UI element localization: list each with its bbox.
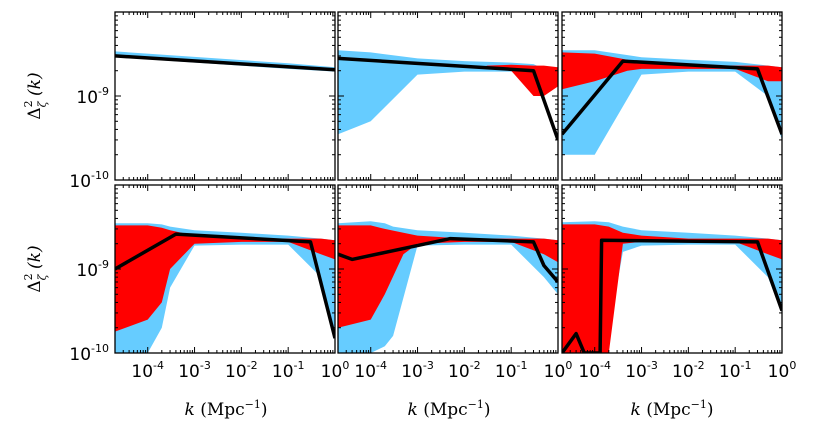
best-fit-line bbox=[562, 238, 782, 353]
x-tick-label: 100 bbox=[768, 359, 797, 382]
ylabel-arg: (k) bbox=[25, 245, 45, 274]
y-tick-label: 10-10 bbox=[69, 342, 109, 365]
x-tick-label: 10-3 bbox=[178, 359, 211, 382]
outer-credible-band bbox=[562, 50, 782, 155]
ylabel-main: Δ bbox=[25, 107, 45, 119]
panel bbox=[561, 11, 783, 181]
x-tick-label: 10-2 bbox=[672, 359, 705, 382]
panel bbox=[337, 11, 559, 181]
x-tick-label: 10-3 bbox=[625, 359, 658, 382]
best-fit-line bbox=[338, 236, 558, 284]
y-tick-label: 10-9 bbox=[76, 258, 109, 281]
best-fit-line bbox=[115, 54, 335, 72]
x-tick-label: 10-4 bbox=[354, 359, 387, 382]
ylabel-sup: 2 bbox=[22, 273, 35, 280]
svg-text:Δ2ζ (k): Δ2ζ (k) bbox=[22, 245, 49, 292]
best-fit-line bbox=[562, 59, 782, 136]
x-tick-label: 10-3 bbox=[401, 359, 434, 382]
panel-frame bbox=[114, 11, 336, 181]
x-tick-label: 10-4 bbox=[578, 359, 611, 382]
ylabel-arg: (k) bbox=[25, 72, 45, 101]
y-tick-label: 10-9 bbox=[76, 85, 109, 108]
x-axis-label-col-2: k (Mpc−1) bbox=[407, 398, 490, 420]
panel-plot-area bbox=[338, 221, 558, 353]
panel-plot-area bbox=[115, 51, 335, 72]
best-fit-line bbox=[115, 232, 335, 339]
outer-credible-band bbox=[338, 50, 558, 135]
x-axis-label-col-3: k (Mpc−1) bbox=[630, 398, 713, 420]
x-tick-label: 100 bbox=[544, 359, 573, 382]
x-tick-label: 100 bbox=[321, 359, 350, 382]
x-tick-label: 10-1 bbox=[719, 359, 752, 382]
x-axis-label-col-1: k (Mpc−1) bbox=[184, 398, 267, 420]
panel-plot-area bbox=[562, 50, 782, 155]
x-tick-label: 10-1 bbox=[272, 359, 305, 382]
best-fit-line bbox=[338, 56, 558, 141]
x-tick-label: 10-1 bbox=[495, 359, 528, 382]
x-tick-label: 10-2 bbox=[448, 359, 481, 382]
y-tick-label: 10-10 bbox=[69, 169, 109, 192]
ylabel-main: Δ bbox=[25, 280, 45, 292]
ylabel-sup: 2 bbox=[22, 100, 35, 107]
inner-credible-band bbox=[562, 224, 782, 353]
ylabel-sub: ζ bbox=[36, 100, 49, 107]
panel: 10-4 10-3 10-2 10-1 100 bbox=[337, 184, 573, 382]
inner-credible-band bbox=[115, 225, 335, 332]
inner-credible-band bbox=[562, 52, 782, 90]
panel: 10-4 10-3 10-2 10-1 100 bbox=[561, 184, 797, 382]
y-axis-label-row-1: Δ2ζ (k) bbox=[22, 72, 49, 119]
ylabel-sub: ζ bbox=[36, 273, 49, 280]
panel: 10-9 10-10 10-4 10-3 10-2 10-1 100 bbox=[69, 184, 350, 382]
panel-plot-area bbox=[115, 223, 335, 353]
panel-plot-area bbox=[338, 50, 558, 141]
panel-plot-area bbox=[562, 221, 782, 353]
y-axis-label-row-2: Δ2ζ (k) bbox=[22, 245, 49, 292]
panel: 10-9 10-10 bbox=[69, 11, 336, 192]
svg-text:Δ2ζ (k): Δ2ζ (k) bbox=[22, 72, 49, 119]
x-tick-label: 10-2 bbox=[225, 359, 258, 382]
x-tick-label: 10-4 bbox=[131, 359, 164, 382]
